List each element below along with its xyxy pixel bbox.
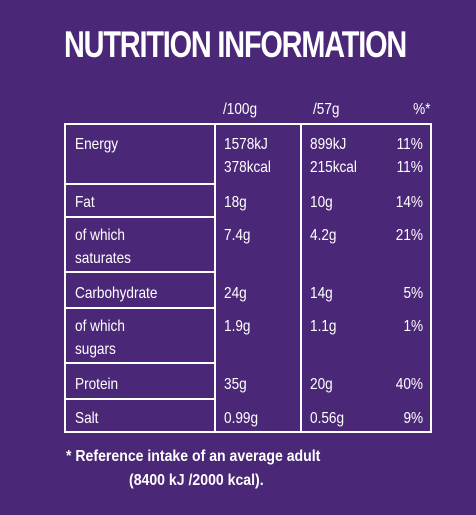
divider-col-1 bbox=[214, 125, 216, 431]
row-saturates-per100: 7.4g bbox=[224, 227, 251, 244]
header-per-57g: /57g bbox=[313, 101, 340, 118]
row-protein-label: Protein bbox=[75, 376, 119, 393]
page-title: NUTRITION INFORMATION bbox=[64, 24, 407, 65]
divider-row-carbohydrate bbox=[66, 307, 216, 309]
divider-row-saturates bbox=[66, 271, 216, 273]
row-energy-pct-kj: 11% bbox=[396, 136, 423, 153]
divider-row-protein bbox=[66, 398, 216, 400]
row-carbohydrate-pct: 5% bbox=[403, 285, 423, 302]
row-fat-label: Fat bbox=[75, 194, 95, 211]
row-salt-per57: 0.56g bbox=[310, 410, 345, 427]
nutrition-table: Energy 1578kJ 378kcal 899kJ 215kcal 11% … bbox=[64, 123, 432, 433]
row-sugars-per100: 1.9g bbox=[224, 318, 251, 335]
row-fat-pct: 14% bbox=[395, 194, 423, 211]
row-energy-pct-kcal: 11% bbox=[396, 159, 423, 176]
row-sugars-label-line1: of which bbox=[75, 318, 125, 335]
row-carbohydrate-per100: 24g bbox=[224, 285, 247, 302]
row-salt-label: Salt bbox=[75, 410, 99, 427]
row-salt-pct: 9% bbox=[403, 410, 423, 427]
divider-row-fat bbox=[66, 216, 216, 218]
row-protein-per57: 20g bbox=[310, 376, 333, 393]
row-carbohydrate-label: Carbohydrate bbox=[75, 285, 158, 302]
divider-col-2 bbox=[300, 125, 302, 431]
row-fat-per100: 18g bbox=[224, 194, 247, 211]
row-energy-per100-kj: 1578kJ bbox=[224, 136, 268, 153]
row-sugars-label-line2: sugars bbox=[75, 341, 116, 358]
divider-row-energy bbox=[66, 183, 216, 185]
row-sugars-pct: 1% bbox=[403, 318, 423, 335]
header-percent-ri: %* bbox=[412, 101, 430, 118]
row-saturates-pct: 21% bbox=[395, 227, 423, 244]
row-protein-per100: 35g bbox=[224, 376, 247, 393]
row-salt-per100: 0.99g bbox=[224, 410, 259, 427]
footnote-line-1: * Reference intake of an average adult bbox=[66, 448, 321, 465]
row-protein-pct: 40% bbox=[395, 376, 423, 393]
divider-row-sugars bbox=[66, 362, 216, 364]
row-saturates-label-line2: saturates bbox=[75, 250, 131, 267]
row-sugars-per57: 1.1g bbox=[310, 318, 337, 335]
row-carbohydrate-per57: 14g bbox=[310, 285, 333, 302]
row-energy-per100-kcal: 378kcal bbox=[224, 159, 271, 176]
row-energy-per57-kcal: 215kcal bbox=[310, 159, 357, 176]
header-per-100g: /100g bbox=[223, 101, 258, 118]
footnote-line-2: (8400 kJ /2000 kcal). bbox=[129, 472, 264, 489]
row-saturates-label-line1: of which bbox=[75, 227, 125, 244]
row-fat-per57: 10g bbox=[310, 194, 333, 211]
row-energy-label: Energy bbox=[75, 136, 119, 153]
row-saturates-per57: 4.2g bbox=[310, 227, 337, 244]
row-energy-per57-kj: 899kJ bbox=[310, 136, 347, 153]
